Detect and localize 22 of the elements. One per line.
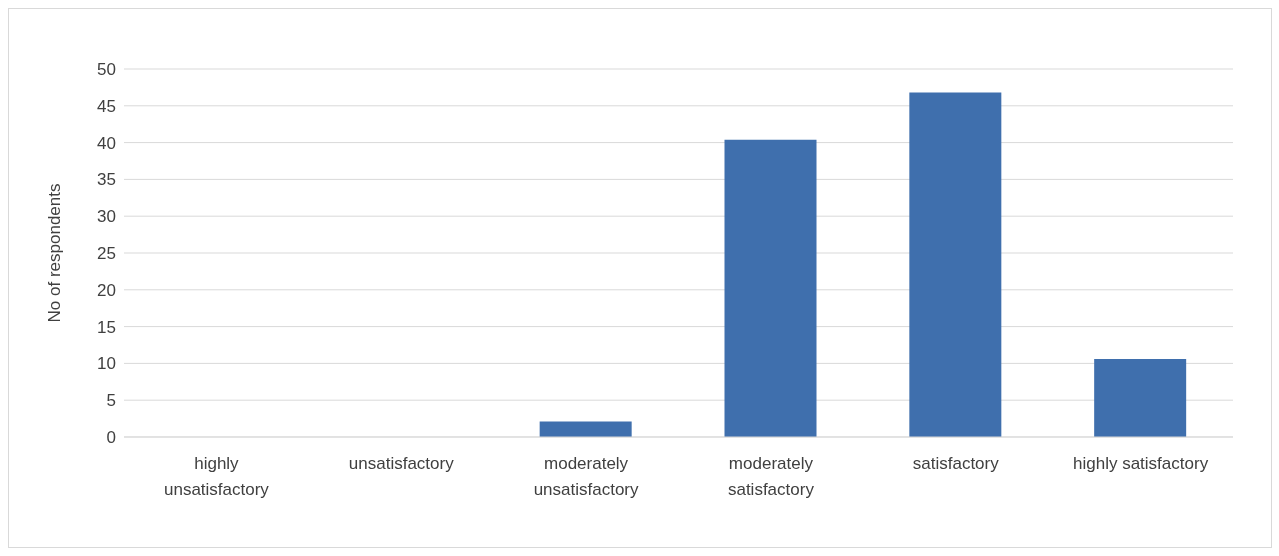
- x-tick-label: highly satisfactory: [1073, 454, 1209, 473]
- x-tick-label: moderately unsatisfactory: [533, 454, 640, 499]
- y-tick-label: 40: [97, 133, 116, 153]
- bar: [909, 92, 1002, 437]
- y-tick-label: 15: [97, 317, 116, 337]
- y-tick-label: 50: [97, 60, 116, 80]
- bar: [724, 139, 817, 437]
- x-tick-label: satisfactory: [912, 454, 1000, 473]
- y-axis-title: No of respondents: [45, 183, 65, 323]
- x-tick-label: unsatisfactory: [348, 454, 455, 473]
- y-tick-label: 45: [97, 96, 116, 116]
- y-tick-label: 25: [97, 244, 116, 264]
- bar: [1094, 358, 1187, 437]
- bar: [539, 421, 632, 437]
- y-tick-label: 35: [97, 170, 116, 190]
- y-tick-label: 0: [106, 428, 116, 448]
- y-tick-label: 5: [106, 391, 116, 411]
- x-tick-label: moderately satisfactory: [727, 454, 815, 499]
- y-tick-label: 10: [97, 354, 116, 374]
- x-tick-label: highly unsatisfactory: [163, 454, 270, 499]
- y-tick-label: 20: [97, 280, 116, 300]
- y-tick-label: 30: [97, 207, 116, 227]
